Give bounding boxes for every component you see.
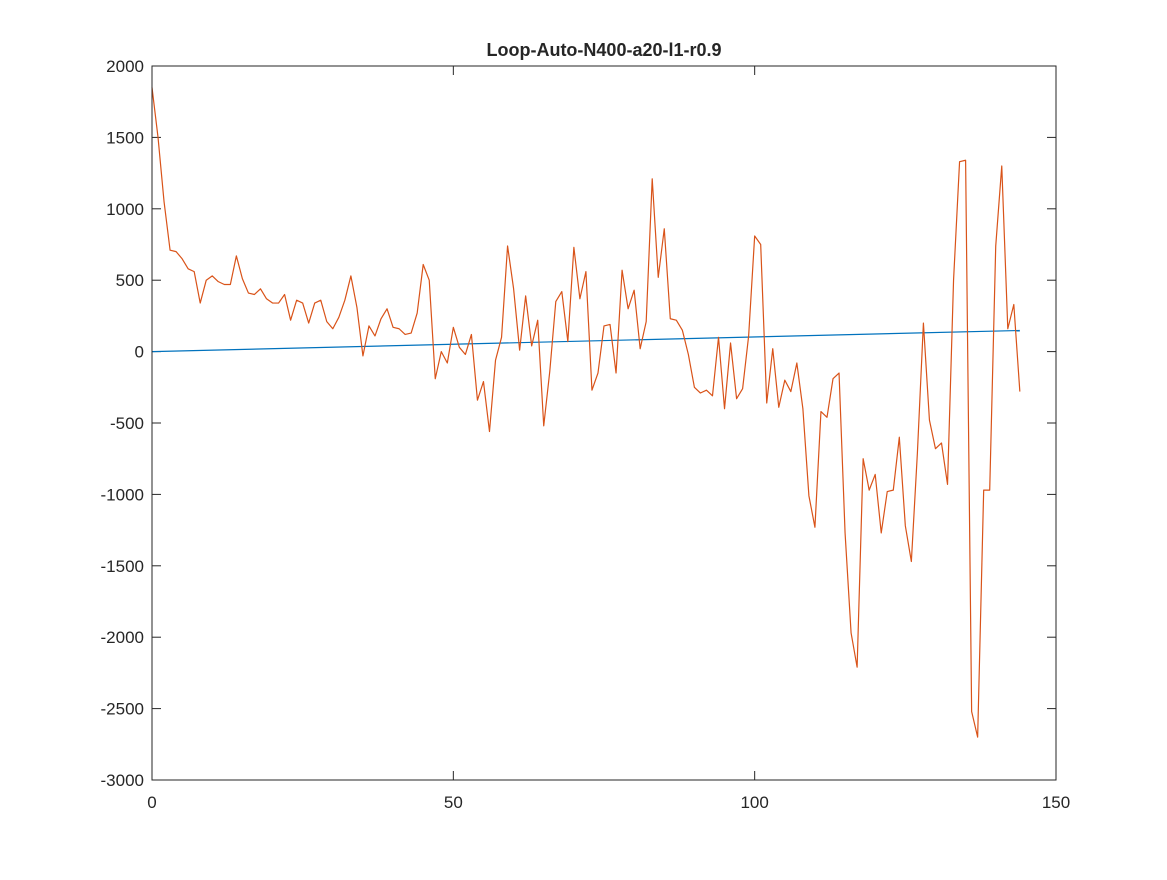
y-tick-label: 2000 (106, 57, 144, 76)
series-line-2 (151, 87, 1021, 738)
y-tick-label: 1500 (106, 128, 144, 147)
series-layer (151, 87, 1021, 738)
y-tick-label: 1000 (106, 200, 144, 219)
y-tick-label: -500 (110, 414, 144, 433)
plot-area (152, 66, 1056, 780)
y-tick-label: -1500 (101, 557, 144, 576)
axes-box (151, 65, 1057, 781)
y-tick-label: 500 (116, 271, 144, 290)
y-tick-label: 0 (135, 343, 144, 362)
series-line-1 (151, 329, 1020, 353)
ticks-layer: 0 50 100 150 2000 1500 1000 500 0 -500 -1000 -1500 -… (101, 57, 1071, 812)
y-tick-label: -2500 (101, 700, 144, 719)
x-tick-label: 100 (740, 793, 768, 812)
y-tick-label: -3000 (101, 771, 144, 790)
y-tick-label: -1000 (101, 485, 144, 504)
y-tick-label: -2000 (101, 628, 144, 647)
x-tick-label: 0 (147, 793, 156, 812)
chart-title: Loop-Auto-N400-a20-l1-r0.9 (486, 40, 721, 60)
x-tick-label: 150 (1042, 793, 1070, 812)
x-tick-label: 50 (444, 793, 463, 812)
